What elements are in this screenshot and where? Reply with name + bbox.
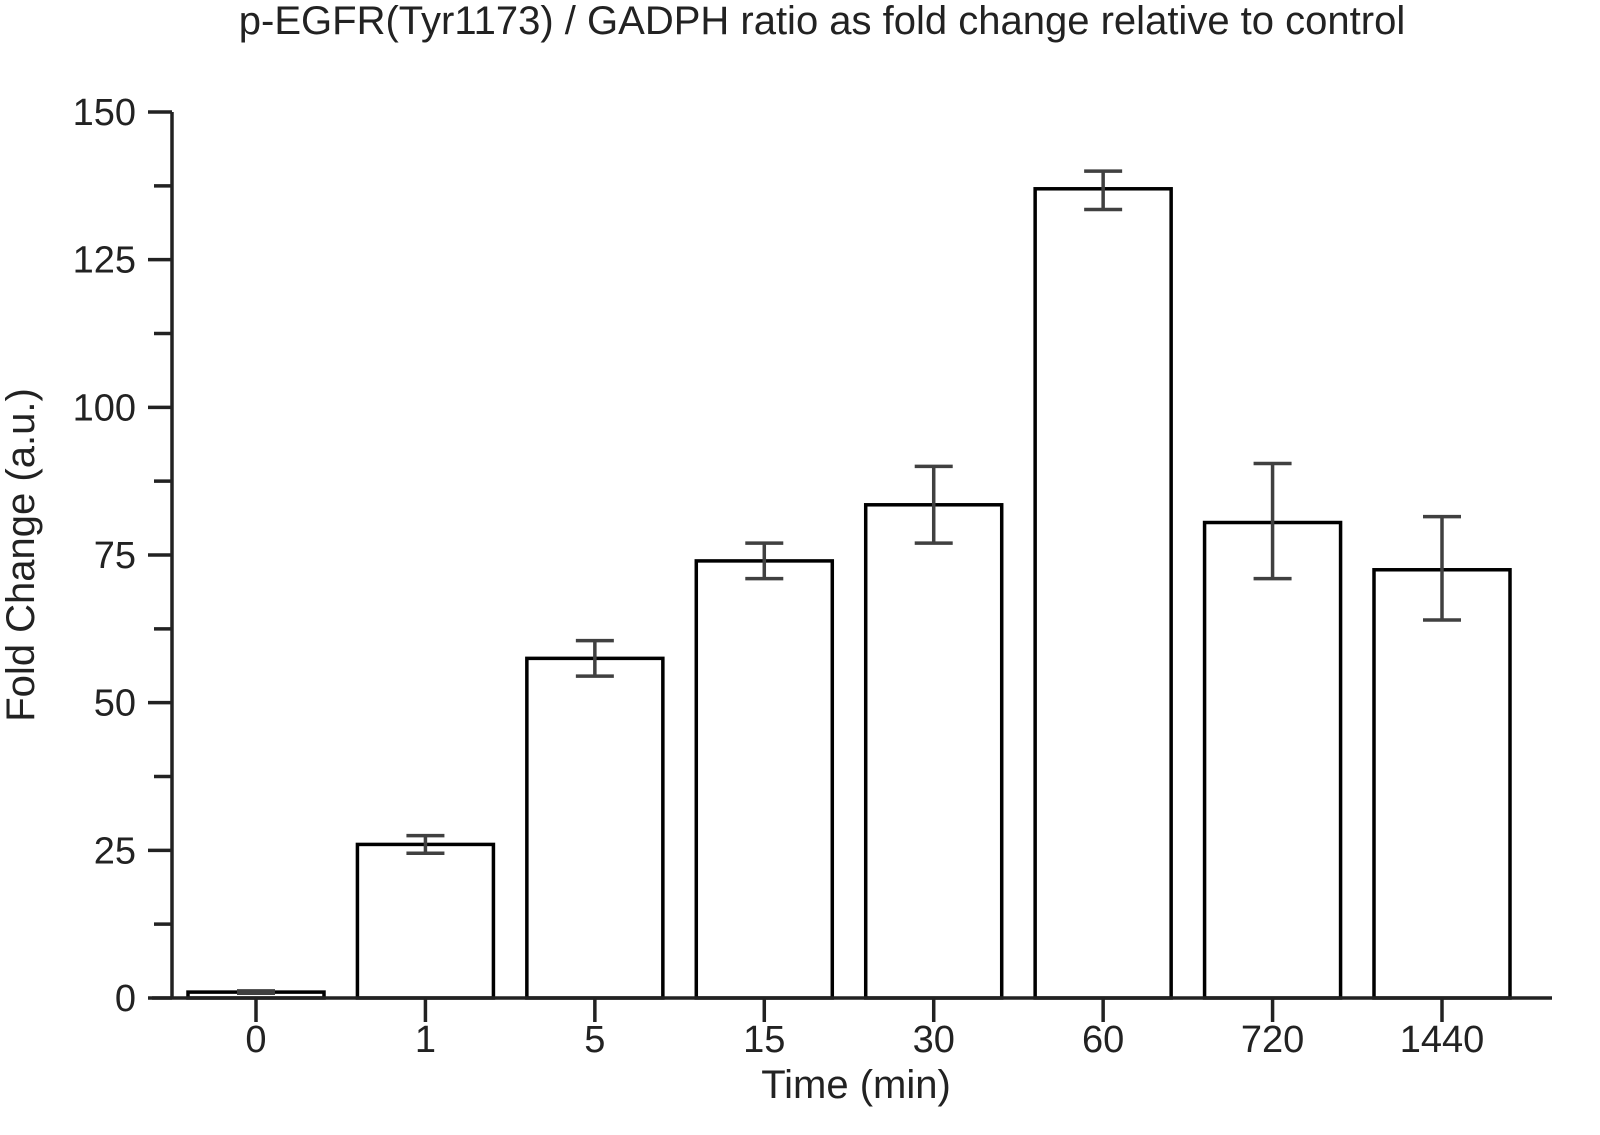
- bar-60: [1033, 187, 1173, 1000]
- bar-15: [694, 559, 835, 1000]
- error-bar-1440: [1423, 514, 1461, 622]
- x-tick-label-720: 720: [1241, 1019, 1304, 1061]
- x-tick-label-5: 5: [584, 1019, 605, 1061]
- y-tick-label-125: 125: [73, 240, 136, 282]
- bar-720: [1202, 520, 1343, 1000]
- x-tick-label-1440: 1440: [1400, 1019, 1485, 1061]
- bar-30: [863, 503, 1004, 1000]
- error-bar-15: [745, 541, 784, 581]
- error-bar-30: [914, 464, 953, 545]
- x-tick-label-1: 1: [415, 1019, 436, 1061]
- error-bar-1: [406, 833, 445, 856]
- x-tick-label-30: 30: [913, 1019, 955, 1061]
- y-axis-label: Fold Change (a.u.): [0, 388, 43, 722]
- y-tick-label-150: 150: [73, 92, 136, 134]
- error-bar-60: [1084, 169, 1123, 212]
- bar-1440: [1372, 568, 1512, 1000]
- x-axis-label: Time (min): [761, 1063, 951, 1107]
- x-tick-label-60: 60: [1082, 1019, 1124, 1061]
- chart-title: p-EGFR(Tyr1173) / GADPH ratio as fold ch…: [239, 0, 1405, 43]
- x-tick-label-15: 15: [743, 1019, 785, 1061]
- error-bars-layer: [237, 169, 1461, 996]
- y-tick-label-0: 0: [115, 978, 136, 1020]
- y-tick-label-50: 50: [94, 683, 136, 725]
- x-tick-label-0: 0: [245, 1019, 266, 1061]
- bar-5: [525, 656, 665, 1000]
- y-tick-label-25: 25: [94, 830, 136, 872]
- error-bar-5: [575, 638, 614, 678]
- bar-1: [355, 842, 496, 1000]
- error-bar-0: [237, 989, 275, 996]
- bars-layer: [186, 187, 1512, 1000]
- y-tick-label-75: 75: [94, 535, 136, 577]
- y-tick-label-100: 100: [73, 387, 136, 429]
- error-bar-720: [1253, 461, 1292, 581]
